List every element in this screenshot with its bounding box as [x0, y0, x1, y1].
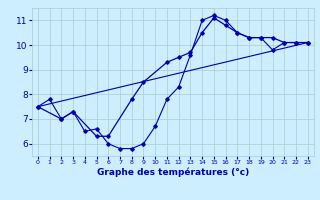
- X-axis label: Graphe des températures (°c): Graphe des températures (°c): [97, 168, 249, 177]
